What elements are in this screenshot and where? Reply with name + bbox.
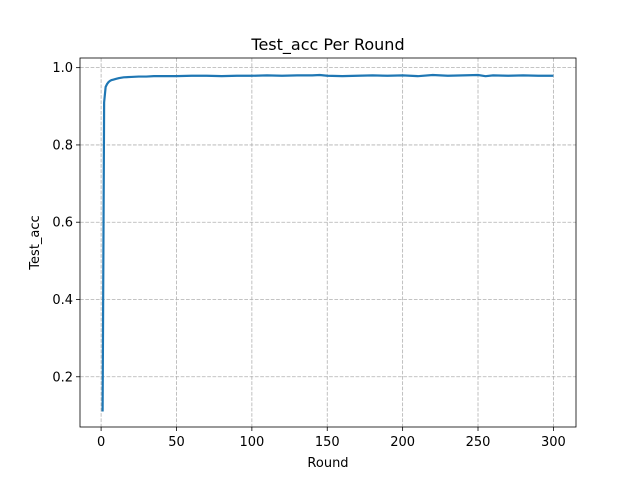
x-tick-label: 150 — [315, 435, 340, 450]
plot-frame — [79, 57, 577, 428]
x-tick-label: 0 — [97, 435, 105, 450]
x-tick-label: 200 — [390, 435, 415, 450]
x-axis-label: Round — [307, 456, 348, 471]
series-line — [101, 73, 554, 412]
y-tick-label: 1.0 — [52, 61, 73, 76]
series-layer — [101, 73, 554, 412]
x-tick-label: 250 — [466, 435, 491, 450]
grid — [80, 58, 576, 427]
chart-title: Test_acc Per Round — [250, 35, 404, 55]
x-tick-label: 300 — [541, 435, 566, 450]
y-tick-label: 0.8 — [52, 138, 73, 153]
y-tick-label: 0.6 — [52, 216, 73, 231]
y-axis-label: Test_acc — [28, 215, 43, 270]
x-tick-label: 100 — [239, 435, 264, 450]
x-tick-label: 50 — [168, 435, 185, 450]
y-tick-label: 0.2 — [52, 370, 73, 385]
y-tick-label: 0.4 — [52, 293, 73, 308]
axis-ticks: 0 50 100 150 200 250 300 0.2 0.4 0.6 0.8 1.0 — [52, 61, 565, 450]
